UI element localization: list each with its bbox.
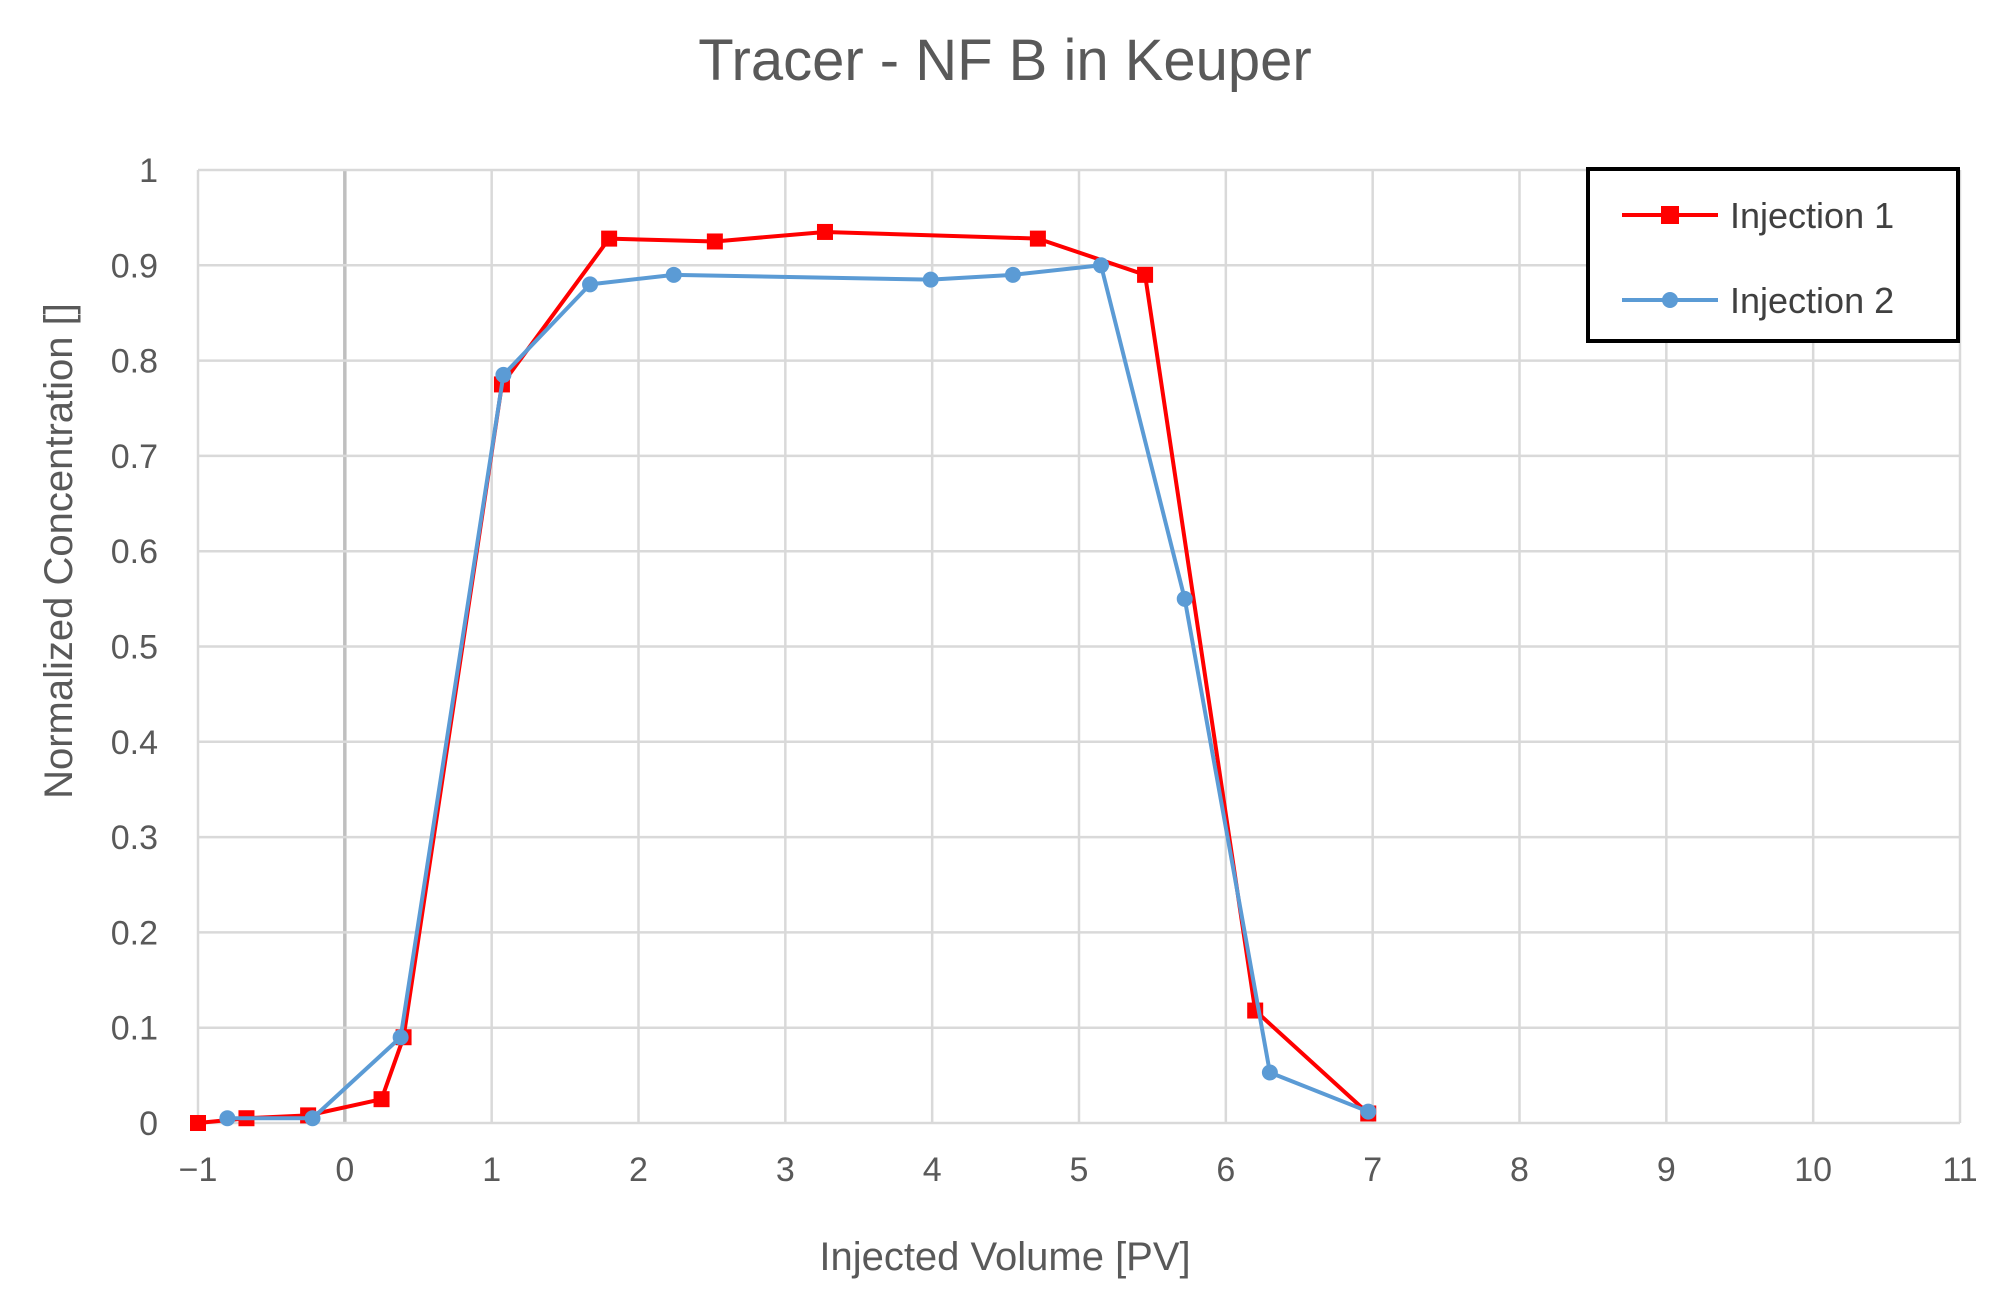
y-axis-title: Normalized Concentration [] bbox=[37, 303, 81, 799]
y-tick-label: 0.5 bbox=[111, 629, 158, 667]
data-point bbox=[601, 230, 618, 247]
data-point bbox=[1137, 266, 1154, 283]
chart-title: Tracer - NF B in Keuper bbox=[698, 28, 1311, 93]
x-tick-label: 9 bbox=[1657, 1151, 1676, 1189]
data-point bbox=[1093, 257, 1110, 274]
data-point bbox=[373, 1091, 390, 1108]
data-point bbox=[495, 366, 512, 383]
legend-marker-2 bbox=[1662, 292, 1678, 308]
data-point bbox=[665, 266, 682, 283]
data-point bbox=[816, 223, 833, 240]
legend: Injection 1 Injection 2 bbox=[1586, 167, 1960, 343]
y-tick-label: 0.1 bbox=[111, 1010, 158, 1048]
data-point bbox=[1360, 1103, 1377, 1120]
data-point bbox=[582, 276, 599, 293]
y-tick-label: 0 bbox=[139, 1105, 158, 1143]
data-point bbox=[190, 1115, 206, 1131]
x-tick-label: 4 bbox=[923, 1151, 942, 1189]
series bbox=[190, 223, 1377, 1131]
y-tick-label: 0.4 bbox=[111, 724, 158, 762]
x-tick-label: 11 bbox=[1942, 1151, 1977, 1189]
y-tick-label: 0.9 bbox=[111, 247, 158, 285]
y-tick-label: 0.6 bbox=[111, 533, 158, 571]
legend-marker-1 bbox=[1661, 206, 1679, 224]
tick-labels: −1 0 1 2 3 4 5 6 7 8 9 10 11 0 0.1 0.2 0.3 0.4 0.5 0.6 0.7 0.… bbox=[111, 152, 1978, 1189]
legend-label-2: Injection 2 bbox=[1730, 280, 1894, 321]
x-tick-label: 8 bbox=[1510, 1151, 1529, 1189]
y-tick-label: 0.2 bbox=[111, 914, 158, 952]
data-point bbox=[1176, 590, 1193, 607]
x-tick-label: −1 bbox=[179, 1151, 218, 1189]
x-tick-label: 3 bbox=[776, 1151, 795, 1189]
y-tick-label: 0.7 bbox=[111, 438, 158, 476]
series-2 bbox=[219, 257, 1377, 1127]
series-line-2 bbox=[227, 263, 1369, 1121]
x-tick-label: 5 bbox=[1070, 1151, 1089, 1189]
data-point bbox=[304, 1110, 321, 1127]
y-tick-label: 0.3 bbox=[111, 819, 158, 857]
x-tick-label: 1 bbox=[482, 1151, 501, 1189]
data-point bbox=[706, 233, 723, 250]
data-point bbox=[1261, 1064, 1278, 1081]
data-point bbox=[1029, 230, 1046, 247]
x-tick-label: 6 bbox=[1216, 1151, 1235, 1189]
data-point bbox=[392, 1029, 409, 1046]
data-point bbox=[922, 271, 939, 288]
y-tick-label: 1 bbox=[139, 152, 158, 190]
x-tick-label: 2 bbox=[629, 1151, 648, 1189]
x-axis-title: Injected Volume [PV] bbox=[819, 1235, 1190, 1279]
series-line-1 bbox=[197, 229, 1370, 1125]
y-tick-label: 0.8 bbox=[111, 343, 158, 381]
data-point bbox=[219, 1110, 236, 1127]
x-tick-label: 0 bbox=[335, 1151, 354, 1189]
data-point bbox=[1004, 266, 1021, 283]
legend-label-1: Injection 1 bbox=[1730, 195, 1894, 236]
x-tick-label: 10 bbox=[1794, 1151, 1832, 1189]
legend-box bbox=[1586, 167, 1960, 343]
x-tick-label: 7 bbox=[1363, 1151, 1382, 1189]
